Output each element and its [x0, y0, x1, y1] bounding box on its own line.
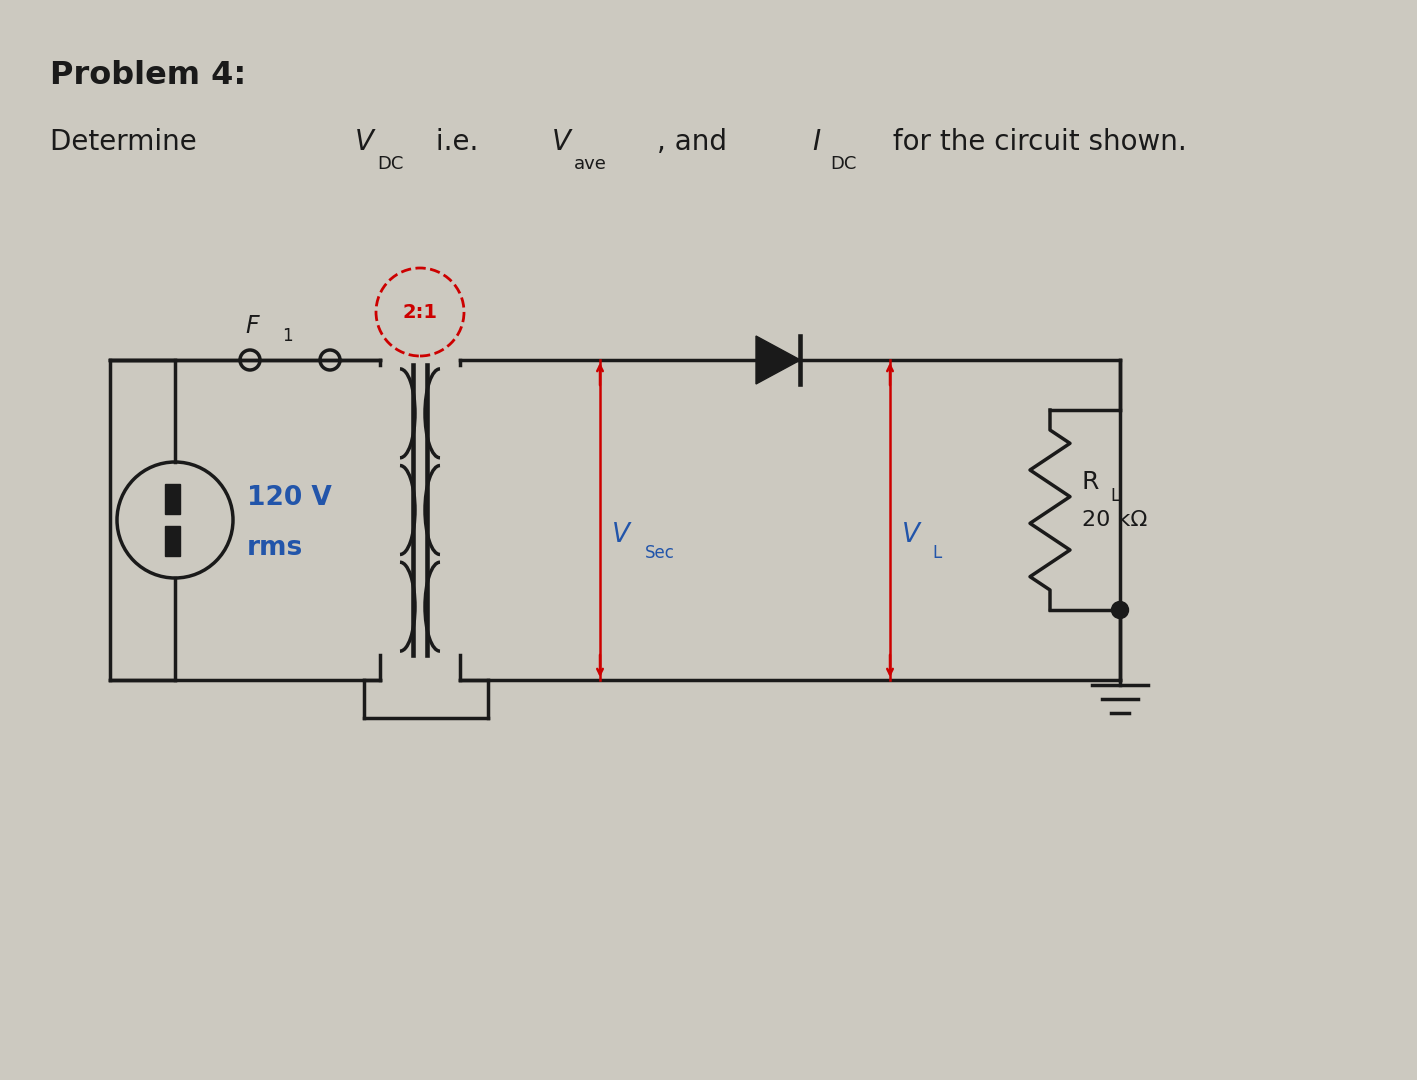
Text: ave: ave — [574, 156, 606, 173]
Text: F: F — [245, 314, 259, 338]
Text: 2:1: 2:1 — [402, 302, 438, 322]
Text: DC: DC — [830, 156, 856, 173]
Text: 120 V: 120 V — [247, 485, 332, 511]
Text: V: V — [356, 129, 374, 156]
Text: Sec: Sec — [645, 544, 674, 562]
Text: Determine: Determine — [50, 129, 205, 156]
Circle shape — [1111, 602, 1128, 619]
Text: I: I — [812, 129, 820, 156]
Text: for the circuit shown.: for the circuit shown. — [884, 129, 1187, 156]
Text: V: V — [903, 522, 920, 548]
Text: i.e.: i.e. — [427, 129, 487, 156]
Bar — [164, 484, 180, 514]
Text: rms: rms — [247, 535, 303, 561]
Text: L: L — [1110, 487, 1119, 505]
Text: L: L — [932, 544, 941, 562]
Text: DC: DC — [377, 156, 404, 173]
Text: R: R — [1083, 470, 1100, 494]
Text: Problem 4:: Problem 4: — [50, 60, 247, 91]
Text: 20 kΩ: 20 kΩ — [1083, 510, 1148, 530]
Text: , and: , and — [657, 129, 735, 156]
Polygon shape — [757, 336, 801, 384]
Text: V: V — [553, 129, 571, 156]
Text: V: V — [612, 522, 631, 548]
Bar — [164, 526, 180, 556]
Text: 1: 1 — [282, 327, 293, 345]
